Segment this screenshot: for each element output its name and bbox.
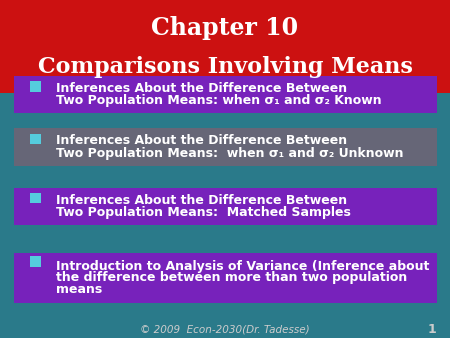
- Text: the difference between more than two population: the difference between more than two pop…: [56, 271, 408, 284]
- Text: 1: 1: [428, 323, 436, 336]
- Text: Two Population Means: when σ₁ and σ₂ Known: Two Population Means: when σ₁ and σ₂ Kno…: [56, 94, 382, 107]
- FancyBboxPatch shape: [14, 128, 436, 166]
- FancyBboxPatch shape: [30, 134, 40, 144]
- Text: Two Population Means:  Matched Samples: Two Population Means: Matched Samples: [56, 206, 351, 219]
- Text: Inferences About the Difference Between: Inferences About the Difference Between: [56, 135, 347, 147]
- FancyBboxPatch shape: [14, 188, 436, 225]
- FancyBboxPatch shape: [14, 76, 436, 113]
- FancyBboxPatch shape: [30, 256, 40, 267]
- FancyBboxPatch shape: [30, 193, 40, 203]
- Text: means: means: [56, 283, 103, 296]
- Text: Inferences About the Difference Between: Inferences About the Difference Between: [56, 82, 347, 95]
- Text: Chapter 10: Chapter 10: [152, 16, 298, 40]
- Text: Introduction to Analysis of Variance (Inference about: Introduction to Analysis of Variance (In…: [56, 260, 430, 273]
- Text: Two Population Means:  when σ₁ and σ₂ Unknown: Two Population Means: when σ₁ and σ₂ Unk…: [56, 147, 404, 160]
- FancyBboxPatch shape: [14, 253, 436, 303]
- FancyBboxPatch shape: [30, 81, 40, 92]
- Text: © 2009  Econ-2030(Dr. Tadesse): © 2009 Econ-2030(Dr. Tadesse): [140, 324, 310, 335]
- Text: Inferences About the Difference Between: Inferences About the Difference Between: [56, 194, 347, 207]
- Text: Comparisons Involving Means: Comparisons Involving Means: [37, 56, 413, 78]
- FancyBboxPatch shape: [0, 0, 450, 93]
